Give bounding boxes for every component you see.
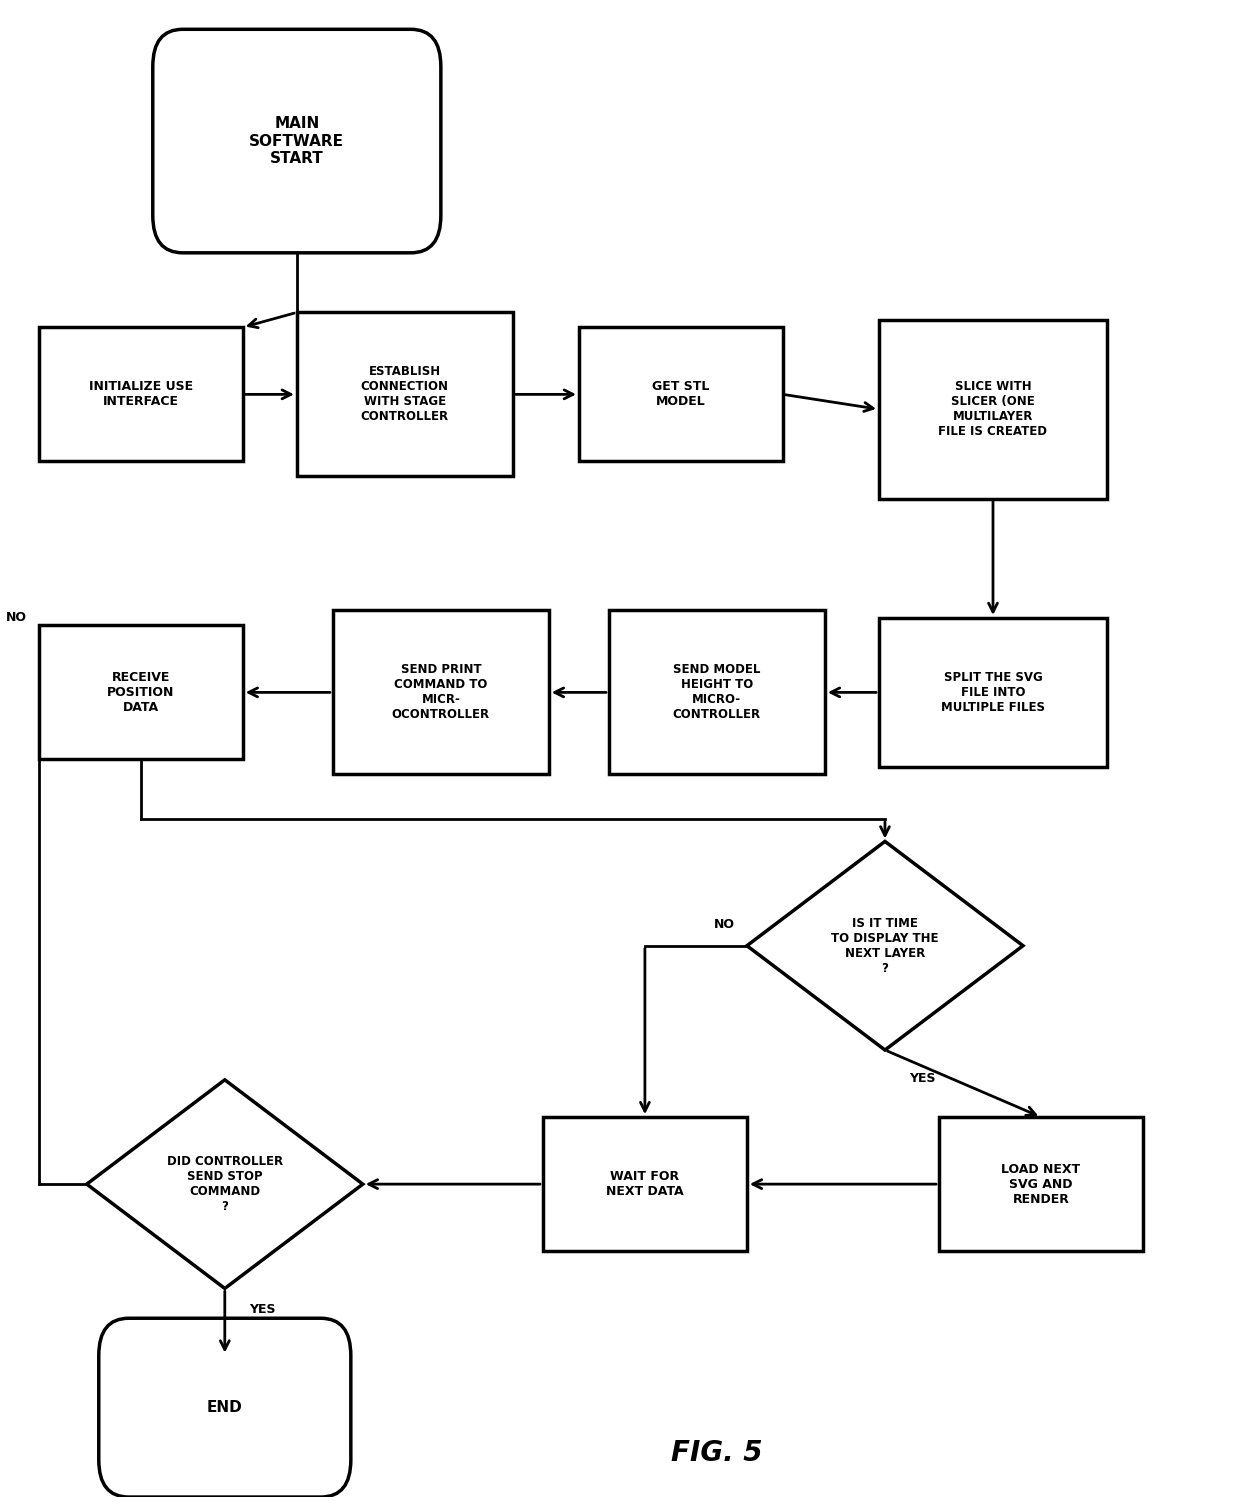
Text: INITIALIZE USE
INTERFACE: INITIALIZE USE INTERFACE xyxy=(89,381,193,409)
Text: END: END xyxy=(207,1400,243,1415)
Text: SEND PRINT
COMMAND TO
MICR-
OCONTROLLER: SEND PRINT COMMAND TO MICR- OCONTROLLER xyxy=(392,663,490,722)
FancyBboxPatch shape xyxy=(38,328,243,462)
Polygon shape xyxy=(87,1080,363,1289)
Text: NO: NO xyxy=(6,612,27,624)
FancyBboxPatch shape xyxy=(939,1117,1143,1251)
Text: RECEIVE
POSITION
DATA: RECEIVE POSITION DATA xyxy=(107,671,175,714)
Text: DID CONTROLLER
SEND STOP
COMMAND
?: DID CONTROLLER SEND STOP COMMAND ? xyxy=(166,1155,283,1214)
Text: LOAD NEXT
SVG AND
RENDER: LOAD NEXT SVG AND RENDER xyxy=(1002,1163,1080,1206)
Text: SPLIT THE SVG
FILE INTO
MULTIPLE FILES: SPLIT THE SVG FILE INTO MULTIPLE FILES xyxy=(941,671,1045,714)
Text: IS IT TIME
TO DISPLAY THE
NEXT LAYER
?: IS IT TIME TO DISPLAY THE NEXT LAYER ? xyxy=(831,917,939,975)
Text: SEND MODEL
HEIGHT TO
MICRO-
CONTROLLER: SEND MODEL HEIGHT TO MICRO- CONTROLLER xyxy=(673,663,761,722)
Text: MAIN
SOFTWARE
START: MAIN SOFTWARE START xyxy=(249,116,345,165)
FancyBboxPatch shape xyxy=(609,611,825,775)
Text: FIG. 5: FIG. 5 xyxy=(671,1439,763,1468)
Text: GET STL
MODEL: GET STL MODEL xyxy=(652,381,709,409)
Text: NO: NO xyxy=(714,917,735,931)
Polygon shape xyxy=(746,841,1023,1050)
Text: SLICE WITH
SLICER (ONE
MULTILAYER
FILE IS CREATED: SLICE WITH SLICER (ONE MULTILAYER FILE I… xyxy=(939,381,1048,438)
FancyBboxPatch shape xyxy=(579,328,782,462)
Text: YES: YES xyxy=(909,1072,935,1086)
FancyBboxPatch shape xyxy=(99,1318,351,1496)
Text: ESTABLISH
CONNECTION
WITH STAGE
CONTROLLER: ESTABLISH CONNECTION WITH STAGE CONTROLL… xyxy=(361,365,449,423)
FancyBboxPatch shape xyxy=(879,618,1107,767)
FancyBboxPatch shape xyxy=(332,611,549,775)
FancyBboxPatch shape xyxy=(296,313,513,477)
FancyBboxPatch shape xyxy=(879,320,1107,499)
Text: WAIT FOR
NEXT DATA: WAIT FOR NEXT DATA xyxy=(606,1170,683,1199)
FancyBboxPatch shape xyxy=(38,626,243,760)
FancyBboxPatch shape xyxy=(153,29,441,253)
Text: YES: YES xyxy=(249,1304,275,1316)
FancyBboxPatch shape xyxy=(543,1117,746,1251)
